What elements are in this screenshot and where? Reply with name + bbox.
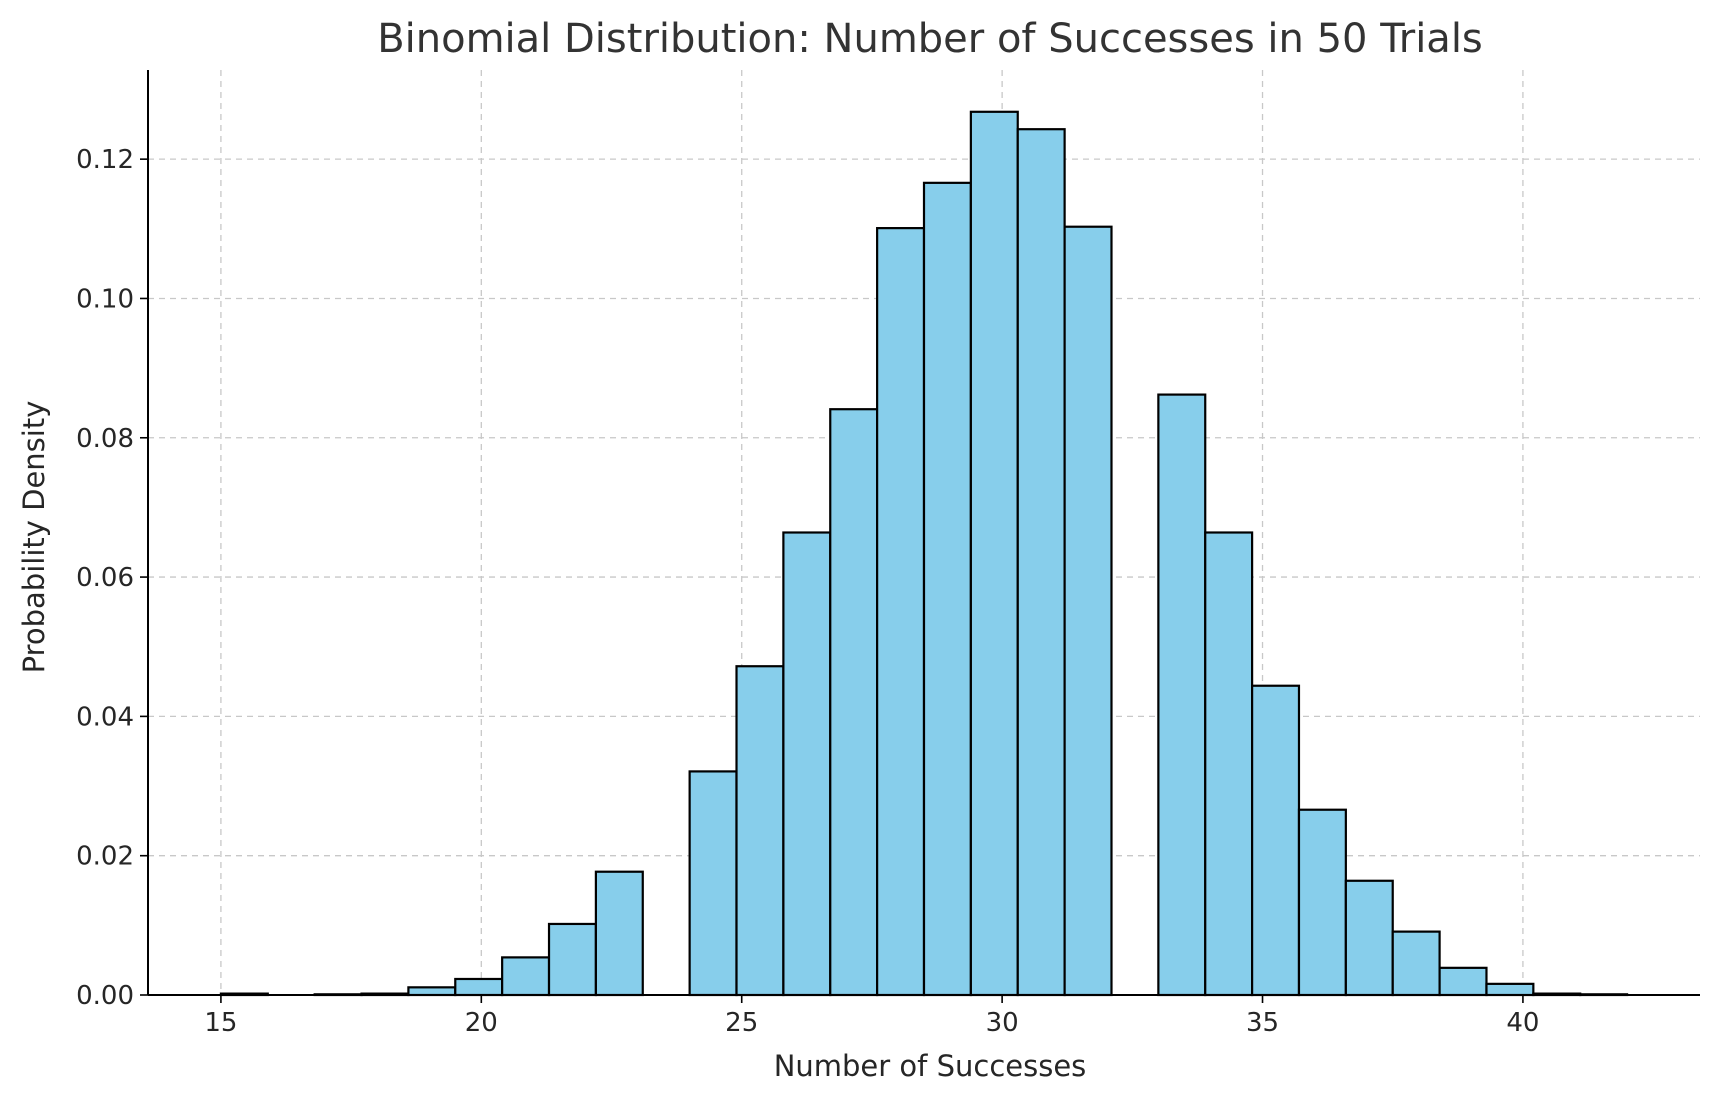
x-tick-label: 20 bbox=[465, 1008, 498, 1038]
histogram-bar bbox=[1204, 531, 1254, 997]
y-tick-label: 0.08 bbox=[76, 424, 134, 454]
histogram-bar bbox=[829, 408, 879, 997]
histogram-bar bbox=[876, 227, 926, 997]
y-tick-label: 0.00 bbox=[76, 981, 134, 1011]
x-tick-label: 25 bbox=[725, 1008, 758, 1038]
histogram-bar bbox=[594, 870, 644, 997]
y-tick-label: 0.10 bbox=[76, 284, 134, 314]
histogram-bars bbox=[219, 110, 1629, 997]
histogram-bar bbox=[1391, 930, 1441, 997]
x-axis-label: Number of Successes bbox=[774, 1049, 1087, 1083]
histogram-bar bbox=[1251, 684, 1301, 997]
histogram-bar bbox=[1016, 128, 1066, 997]
histogram-bar bbox=[501, 956, 551, 997]
x-tick-label: 40 bbox=[1506, 1008, 1539, 1038]
y-tick-label: 0.06 bbox=[76, 563, 134, 593]
histogram-bar bbox=[1297, 808, 1347, 997]
histogram-bar bbox=[1438, 966, 1488, 997]
x-tick-label: 35 bbox=[1246, 1008, 1279, 1038]
histogram-bar bbox=[1157, 393, 1207, 997]
axes: 15 20 25 30 35 40 0.00 0.02 0.04 0.06 0.08 0.10 0.12 bbox=[76, 70, 1700, 1038]
y-axis-label: Probability Density bbox=[17, 401, 51, 674]
y-tick-label: 0.04 bbox=[76, 702, 134, 732]
chart-title: Binomial Distribution: Number of Success… bbox=[377, 16, 1483, 62]
x-tick-label: 15 bbox=[204, 1008, 237, 1038]
histogram-bar bbox=[735, 665, 785, 997]
x-tick-label: 30 bbox=[986, 1008, 1019, 1038]
y-tick-label: 0.02 bbox=[76, 842, 134, 872]
histogram-bar bbox=[1485, 982, 1535, 997]
histogram-bar bbox=[782, 531, 832, 997]
histogram-bar bbox=[547, 922, 597, 997]
histogram-bar bbox=[1344, 879, 1394, 997]
histogram-bar bbox=[1063, 225, 1113, 997]
histogram-bar bbox=[969, 110, 1019, 997]
histogram-bar bbox=[407, 986, 457, 997]
y-tick-label: 0.12 bbox=[76, 145, 134, 175]
histogram-bar bbox=[688, 770, 738, 997]
histogram-bar bbox=[454, 977, 504, 997]
histogram-bar bbox=[922, 181, 972, 997]
